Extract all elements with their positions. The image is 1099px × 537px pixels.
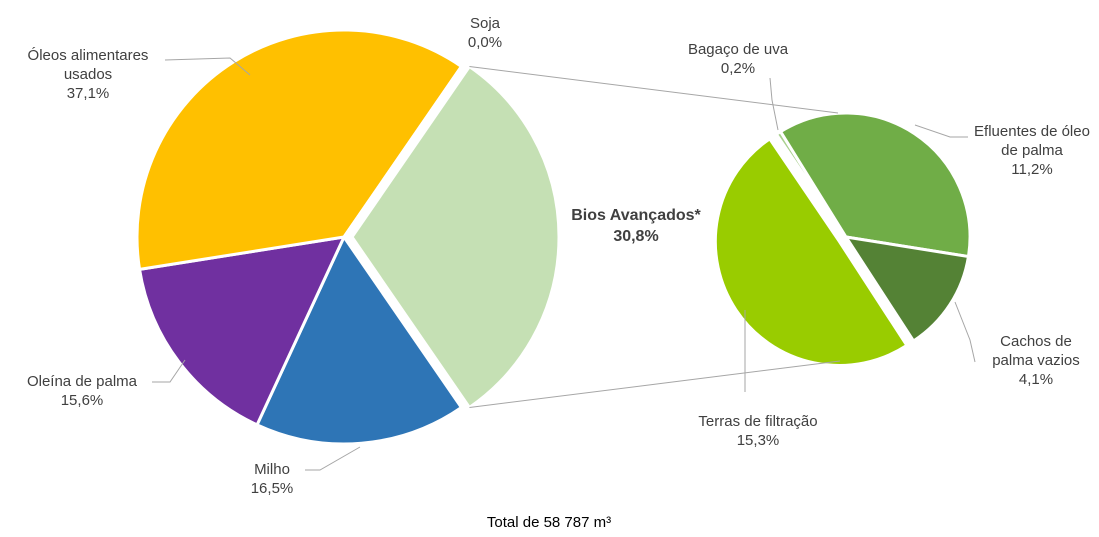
leader-line	[954, 301, 976, 363]
leader-line	[152, 359, 186, 383]
pie-slice	[778, 111, 972, 259]
leader-line	[914, 124, 968, 138]
pie-slice	[135, 28, 464, 272]
slice-label: Bagaço de uva 0,2%	[687, 41, 789, 77]
leader-lines	[152, 57, 976, 471]
leader-line	[769, 77, 779, 131]
slice-label: Soja 0,0%	[467, 15, 503, 51]
leader-line	[305, 446, 361, 471]
slice-label: Terras de filtração 15,3%	[698, 413, 818, 449]
pie-slice	[137, 235, 347, 427]
total-note: Total de 58 787 m³	[486, 514, 612, 531]
pie-slice	[350, 64, 561, 410]
pie-slice	[255, 233, 464, 446]
slice-label: Milho 16,5%	[250, 461, 294, 497]
connector-line	[469, 66, 839, 114]
pies	[135, 28, 972, 446]
slice-label: Óleos alimentares usados 37,1%	[27, 47, 149, 102]
slice-label: Cachos de palma vazios 4,1%	[992, 333, 1080, 388]
slice-label: Efluentes de óleo de palma 11,2%	[974, 123, 1090, 178]
connector-line	[469, 360, 841, 408]
slice-label: Bios Avançados* 30,8%	[571, 207, 701, 245]
pie-slice	[713, 136, 909, 367]
pie-slice	[842, 234, 971, 344]
leader-line	[164, 57, 251, 76]
slice-label: Oleína de palma 15,6%	[26, 373, 138, 409]
